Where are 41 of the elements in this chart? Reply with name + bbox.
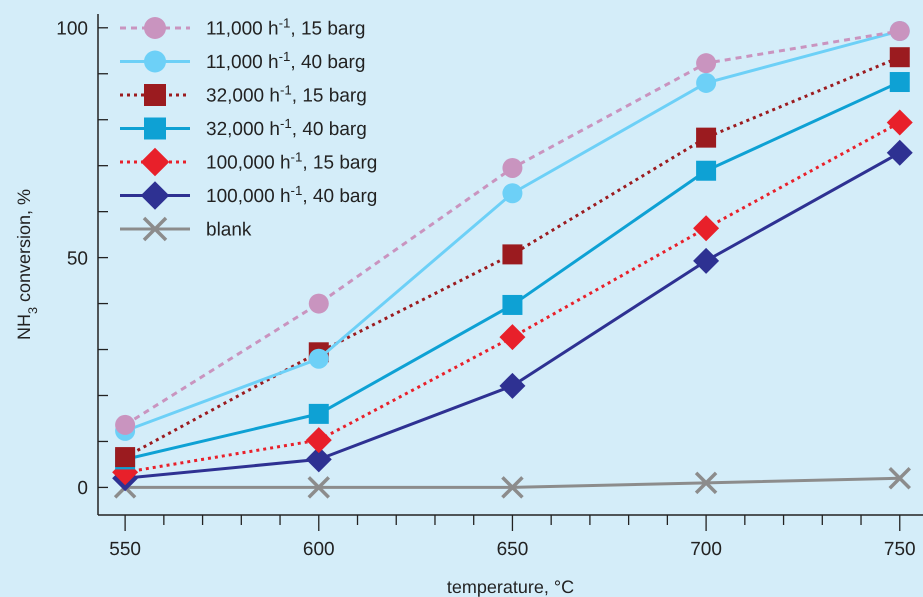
point	[886, 109, 913, 136]
point	[890, 47, 910, 68]
point	[886, 140, 913, 166]
point	[502, 294, 522, 315]
point	[500, 476, 524, 500]
legend-label: 32,000 h$^{-1}$, 15 barg	[206, 82, 367, 107]
point	[115, 414, 136, 435]
point	[308, 404, 329, 424]
legend-label: 100,000 h$^{-1}$, 15 barg	[206, 149, 378, 174]
legend-label: 32,000 h$^{-1}$, 40 barg	[206, 116, 367, 140]
y-tick-label: 50	[66, 248, 88, 270]
y-tick-label: 100	[56, 18, 88, 40]
x-tick-label: 650	[496, 539, 528, 560]
point	[696, 128, 716, 148]
point	[502, 244, 522, 264]
point	[308, 294, 329, 314]
legend-label: 11,000 h$^{-1}$, 15 barg	[206, 15, 366, 40]
point	[499, 372, 526, 399]
point	[499, 324, 526, 350]
point	[502, 183, 522, 204]
point	[307, 476, 331, 500]
legend-label: 100,000 h$^{-1}$, 40 barg	[206, 182, 378, 208]
point	[888, 466, 912, 490]
point	[693, 248, 720, 274]
legend-label: 11,000 h$^{-1}$, 40 barg	[206, 48, 366, 74]
point	[502, 158, 522, 178]
x-tick-label: 700	[690, 539, 722, 560]
point	[890, 72, 910, 92]
point	[696, 160, 716, 181]
point	[696, 72, 716, 93]
point	[693, 215, 720, 242]
point	[696, 53, 716, 74]
point	[694, 471, 718, 495]
point	[308, 348, 329, 369]
x-tick-label: 750	[884, 539, 916, 560]
x-axis-title: temperature, °C	[446, 577, 574, 597]
point	[306, 427, 332, 454]
x-tick-label: 550	[109, 539, 141, 560]
x-tick-label: 600	[302, 539, 335, 560]
legend-label: blank	[206, 220, 252, 241]
y-tick-label: 0	[77, 478, 88, 500]
